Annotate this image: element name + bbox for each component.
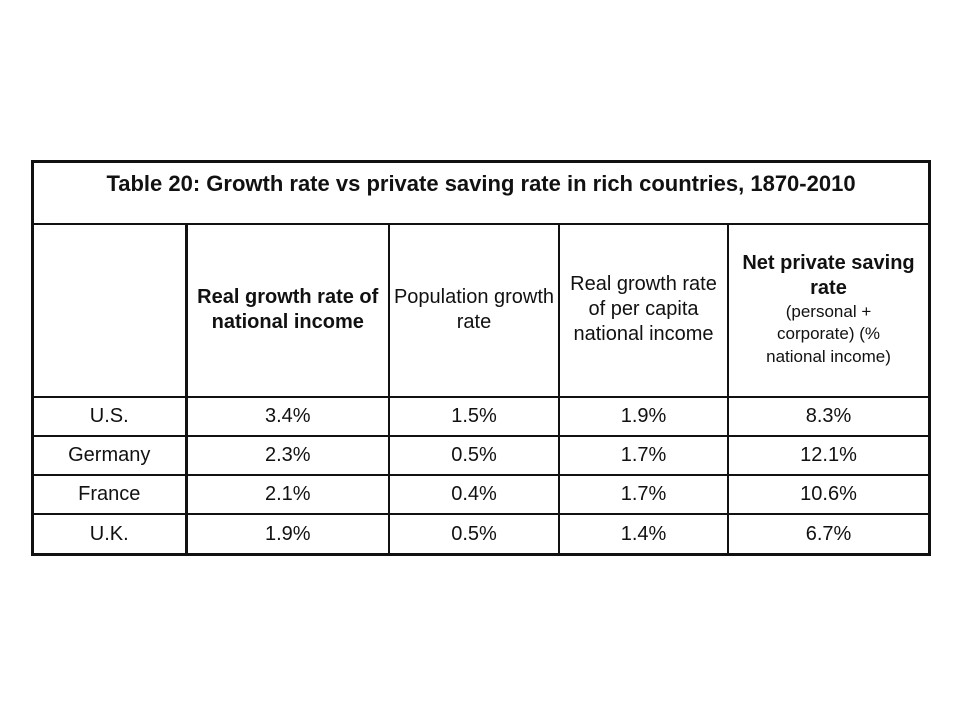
header-saving-sub-line-2: corporate) (% bbox=[777, 324, 880, 344]
header-saving-main: Net private saving rate bbox=[742, 252, 915, 300]
saving-cell: 8.3% bbox=[727, 396, 928, 437]
table-row: Germany 2.3% 0.5% 1.7% 12.1% bbox=[34, 435, 928, 476]
population-cell: 1.5% bbox=[388, 396, 560, 437]
per-capita-cell: 1.7% bbox=[558, 474, 729, 515]
saving-cell: 10.6% bbox=[727, 474, 928, 515]
population-cell: 0.5% bbox=[388, 435, 560, 476]
header-real-growth: Real growth rate of national income bbox=[185, 223, 390, 398]
table-row: U.K. 1.9% 0.5% 1.4% 6.7% bbox=[34, 513, 928, 553]
real-growth-cell: 1.9% bbox=[185, 513, 390, 553]
population-cell: 0.4% bbox=[388, 474, 560, 515]
country-cell: France bbox=[34, 474, 188, 515]
header-saving-sub-line-1: (personal + bbox=[785, 302, 872, 322]
country-cell: U.K. bbox=[34, 513, 188, 553]
real-growth-cell: 3.4% bbox=[185, 396, 390, 437]
per-capita-cell: 1.7% bbox=[558, 435, 729, 476]
header-row: Real growth rate of national income Popu… bbox=[34, 223, 928, 398]
header-saving-rate: Net private saving rate (personal + corp… bbox=[727, 223, 928, 398]
header-saving-sub: (personal + corporate) (% national incom… bbox=[729, 301, 928, 367]
header-population: Population growth rate bbox=[388, 223, 560, 398]
header-country-blank bbox=[34, 223, 188, 398]
table-row: U.S. 3.4% 1.5% 1.9% 8.3% bbox=[34, 396, 928, 437]
header-per-capita: Real growth rate of per capita national … bbox=[558, 223, 729, 398]
country-cell: U.S. bbox=[34, 396, 188, 437]
real-growth-cell: 2.1% bbox=[185, 474, 390, 515]
saving-cell: 6.7% bbox=[727, 513, 928, 553]
per-capita-cell: 1.9% bbox=[558, 396, 729, 437]
table-title: Table 20: Growth rate vs private saving … bbox=[106, 171, 856, 196]
country-cell: Germany bbox=[34, 435, 188, 476]
table-row: France 2.1% 0.4% 1.7% 10.6% bbox=[34, 474, 928, 515]
population-cell: 0.5% bbox=[388, 513, 560, 553]
real-growth-cell: 2.3% bbox=[185, 435, 390, 476]
header-saving-sub-line-3: national income) bbox=[766, 346, 891, 366]
table-title-row: Table 20: Growth rate vs private saving … bbox=[34, 163, 928, 225]
data-table-frame: Table 20: Growth rate vs private saving … bbox=[31, 160, 931, 556]
data-table: Real growth rate of national income Popu… bbox=[34, 223, 928, 553]
saving-cell: 12.1% bbox=[727, 435, 928, 476]
per-capita-cell: 1.4% bbox=[558, 513, 729, 553]
